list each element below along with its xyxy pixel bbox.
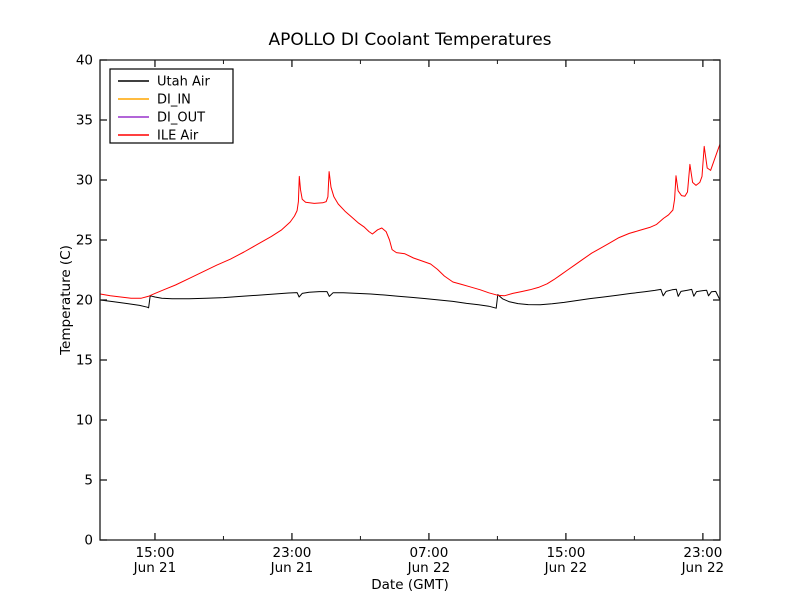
legend-label: DI_IN <box>157 93 191 108</box>
y-tick-label: 15 <box>76 353 93 369</box>
x-tick-date-label: Jun 21 <box>270 560 314 576</box>
x-tick-date-label: Jun 22 <box>681 560 725 576</box>
series-layer <box>100 143 720 309</box>
chart-title: APOLLO DI Coolant Temperatures <box>268 30 551 50</box>
y-tick-label: 10 <box>76 413 93 429</box>
y-tick-label: 40 <box>76 53 93 69</box>
y-tick-label: 30 <box>76 173 93 189</box>
y-tick-label: 20 <box>76 293 93 309</box>
legend-label: ILE Air <box>157 129 199 144</box>
y-tick-label: 0 <box>84 533 93 549</box>
legend: Utah Air DI_IN DI_OUT ILE Air <box>109 68 234 144</box>
series-line-utah-air <box>100 288 720 309</box>
y-axis-label: Temperature (C) <box>58 245 74 356</box>
x-tick-date-label: Jun 22 <box>544 560 588 576</box>
x-tick-time-label: 23:00 <box>683 545 722 561</box>
legend-label: Utah Air <box>157 75 210 90</box>
x-tick-date-label: Jun 22 <box>407 560 451 576</box>
x-tick-date-label: Jun 21 <box>133 560 177 576</box>
x-tick-time-label: 07:00 <box>409 545 448 561</box>
x-tick-time-label: 15:00 <box>136 545 175 561</box>
x-tick-time-label: 15:00 <box>546 545 585 561</box>
y-tick-label: 25 <box>76 233 93 249</box>
legend-label: DI_OUT <box>157 111 205 126</box>
y-tick-label: 35 <box>76 113 93 129</box>
x-tick-time-label: 23:00 <box>272 545 311 561</box>
series-line-ile-air <box>100 143 720 299</box>
x-axis-label: Date (GMT) <box>371 577 448 593</box>
y-tick-label: 5 <box>84 473 93 489</box>
